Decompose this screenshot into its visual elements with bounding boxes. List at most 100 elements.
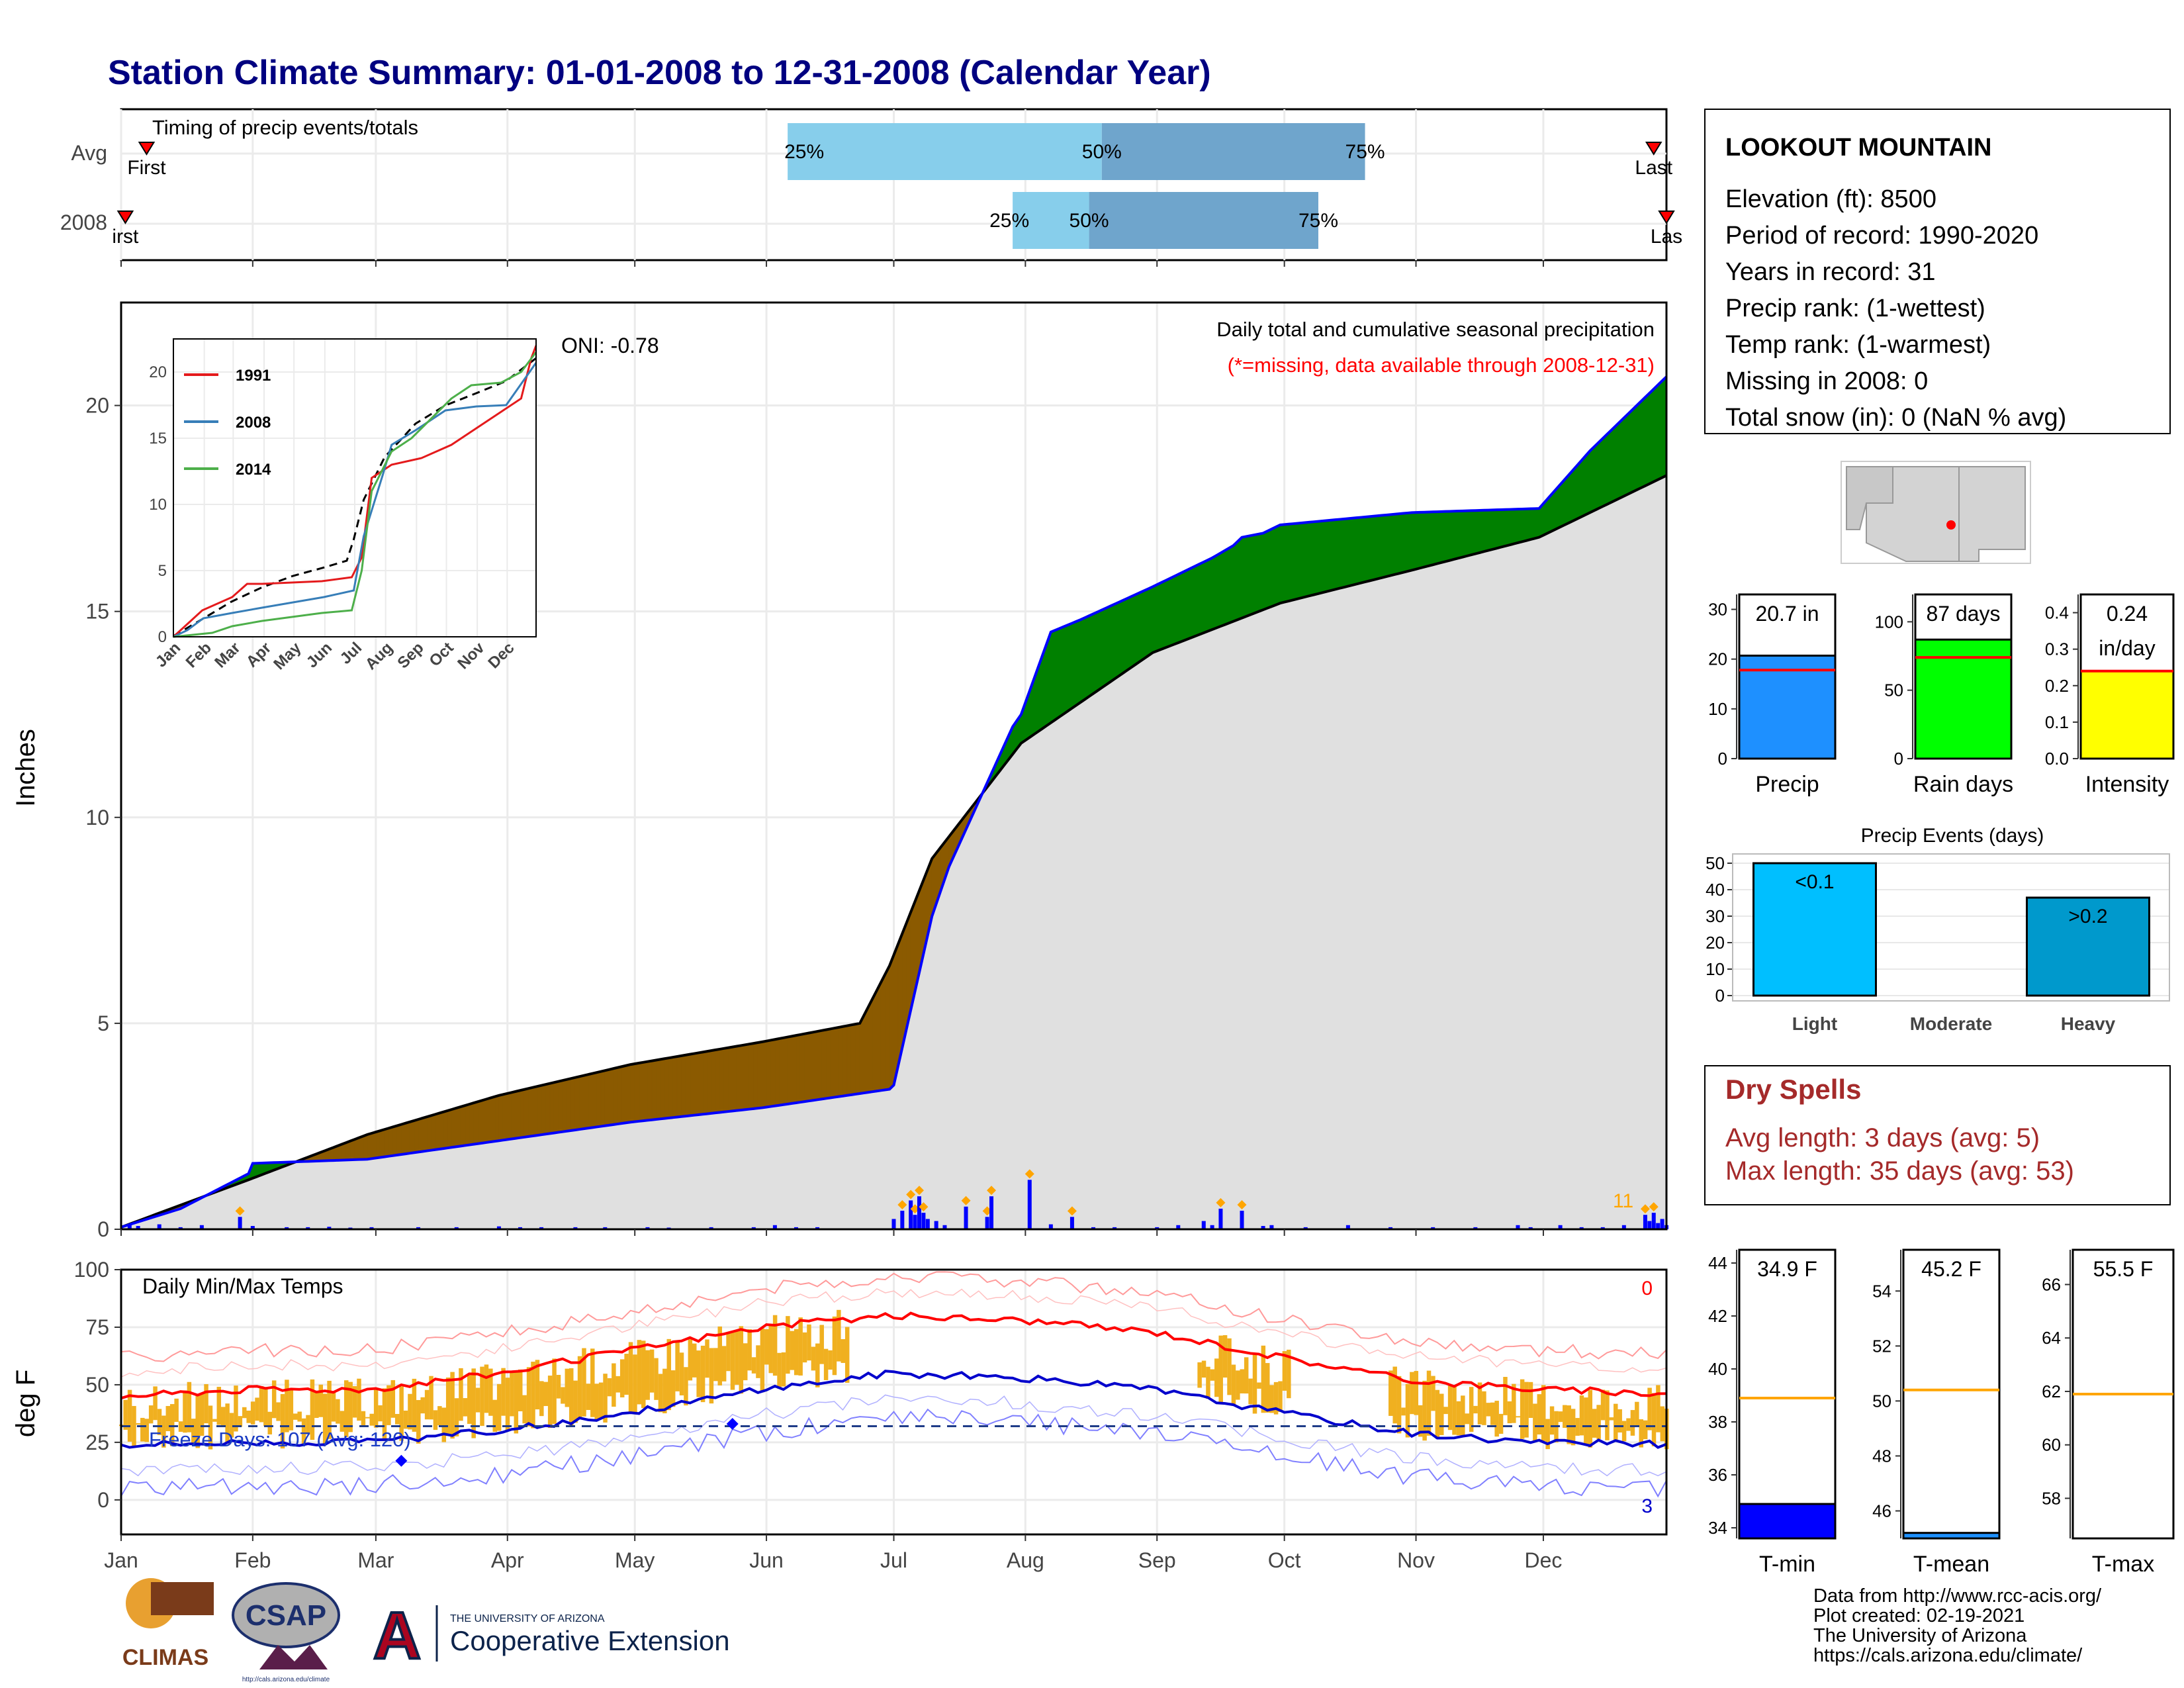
above-average-area [1572, 464, 1578, 522]
daily-temp-bar [161, 1415, 166, 1448]
timing-row-label-avg: Avg [71, 141, 107, 165]
daily-temp-bar [764, 1329, 769, 1365]
daily-temp-bar [1240, 1369, 1245, 1393]
daily-temp-bar [1197, 1362, 1202, 1388]
above-average-area [1369, 516, 1374, 582]
daily-temp-bar [365, 1417, 370, 1419]
csap-cloud [232, 1582, 340, 1648]
above-average-area [1534, 508, 1540, 539]
inset-y-tick-label: 15 [149, 430, 167, 447]
daily-temp-bar [535, 1360, 540, 1410]
above-average-area [1551, 488, 1557, 532]
daily-precip-bar [1069, 1217, 1074, 1229]
below-average-area [749, 1043, 754, 1110]
above-average-area [1590, 445, 1595, 514]
above-average-area [1284, 524, 1289, 603]
daily-temp-bar [1639, 1419, 1644, 1448]
first-event-label: irst [112, 226, 139, 248]
below-average-area [834, 1027, 839, 1098]
freeze-marker [395, 1454, 408, 1467]
daily-precip-bar [1388, 1227, 1393, 1229]
above-average-area [1390, 514, 1395, 577]
below-average-area [520, 1089, 525, 1139]
above-average-area [1432, 511, 1438, 565]
precip-corner-count: 11 [1613, 1190, 1633, 1212]
below-average-area [681, 1055, 686, 1117]
daily-temp-bar [169, 1404, 175, 1446]
daily-precip-bar [136, 1226, 140, 1229]
above-average-area [1343, 518, 1349, 588]
below-average-area [371, 1131, 377, 1159]
temp-bar-y-tick-label: 44 [1708, 1253, 1727, 1273]
above-average-area [1428, 511, 1433, 567]
above-average-area [1602, 433, 1608, 507]
daily-temp-bar [612, 1363, 616, 1407]
daily-temp-bar [1287, 1349, 1291, 1399]
daily-temp-bar [756, 1345, 760, 1378]
last-event-label: Las [1651, 226, 1682, 248]
last-event-marker [1645, 142, 1662, 156]
below-average-area [621, 1064, 627, 1124]
below-average-area [668, 1056, 674, 1119]
daily-temp-bar [1273, 1382, 1279, 1415]
daily-temp-bar [331, 1391, 336, 1422]
daily-precip-bar [891, 1219, 896, 1229]
daily-temp-bar [216, 1387, 222, 1425]
daily-temp-bar [336, 1399, 340, 1424]
above-average-area [1441, 511, 1446, 563]
event-marker [1067, 1206, 1077, 1216]
month-axis: Jan Feb Mar Apr May Jun Jul Aug Sep Oct Nov Dec [104, 260, 1562, 1572]
below-average-area [473, 1101, 478, 1145]
month-label: Sep [1138, 1548, 1176, 1572]
below-average-area [880, 973, 886, 1091]
daily-precip-bar [1473, 1227, 1478, 1229]
daily-temp-bar [424, 1389, 430, 1420]
daily-temp-bar [1614, 1403, 1618, 1440]
below-average-area [698, 1051, 704, 1115]
station-line-elevation: Elevation (ft): 8500 [1725, 185, 1936, 213]
below-average-area [354, 1137, 359, 1160]
precip-y-tick-label: 0 [97, 1217, 109, 1241]
month-label: Feb [234, 1548, 271, 1572]
daily-temp-bar [229, 1413, 234, 1438]
events-bar-label: >0.2 [2068, 906, 2107, 927]
daily-temp-bar [484, 1364, 489, 1413]
daily-temp-bar [488, 1368, 493, 1416]
precip-events-frame [1732, 853, 2170, 1002]
daily-temp-bar [1588, 1389, 1593, 1448]
daily-temp-bar [208, 1405, 213, 1450]
daily-temp-bar [518, 1369, 523, 1412]
above-average-area [1212, 555, 1217, 630]
daily-precip-bar [1027, 1180, 1032, 1229]
daily-temp-bar [174, 1398, 179, 1422]
inset-y-tick-label: 0 [158, 628, 167, 646]
daily-precip-bar [1621, 1225, 1626, 1229]
daily-temp-bar [1626, 1418, 1631, 1431]
temp-bar-y-tick-label: 36 [1708, 1465, 1727, 1485]
daily-precip-bar [1113, 1227, 1117, 1229]
below-average-area [864, 1006, 869, 1094]
above-average-area [1220, 549, 1226, 627]
daily-temp-bar [127, 1389, 132, 1442]
last-event-marker [1658, 211, 1675, 224]
climas-logo: CLIMAS [122, 1578, 214, 1670]
inset-series-2014 [173, 352, 537, 638]
daily-temp-bar [514, 1372, 519, 1434]
summary-bar-value-label: 87 days [1926, 602, 2000, 626]
daily-temp-bar [1600, 1389, 1606, 1421]
above-average-area [1339, 518, 1344, 589]
daily-temp-bar [412, 1378, 417, 1432]
daily-temp-bar [136, 1423, 141, 1425]
daily-temp-bar [1469, 1387, 1474, 1432]
csap-text: CSAP [246, 1599, 326, 1632]
daily-temp-bar [565, 1368, 570, 1407]
daily-temp-bar [1401, 1407, 1406, 1416]
daily-precip-bar [1201, 1221, 1206, 1229]
daily-temp-bar [433, 1410, 438, 1430]
daily-temp-bar [637, 1340, 642, 1405]
daily-temp-bar [781, 1352, 786, 1387]
daily-precip-bar [925, 1219, 930, 1229]
daily-temp-bar [1206, 1366, 1210, 1399]
above-average-area [1462, 510, 1467, 558]
daily-temp-bar [322, 1393, 328, 1444]
